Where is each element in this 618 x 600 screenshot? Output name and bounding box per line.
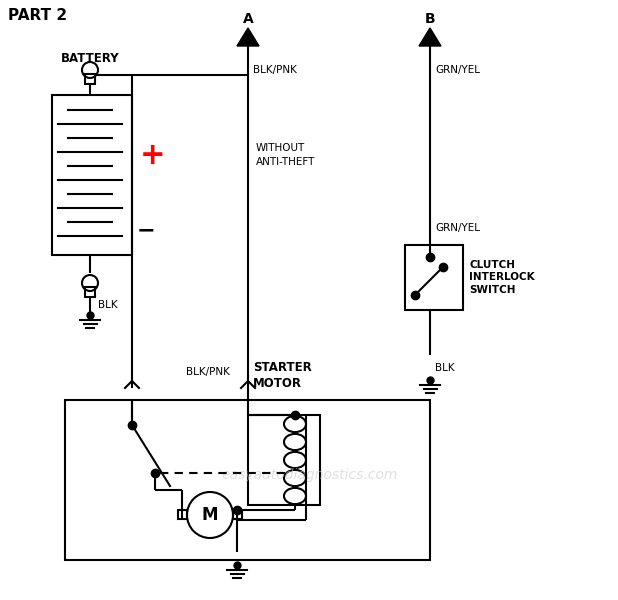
- Text: BLK/PNK: BLK/PNK: [253, 65, 297, 75]
- Text: PART 2: PART 2: [8, 8, 67, 23]
- Bar: [52, 95, 132, 255]
- Bar: [65, 400, 430, 560]
- Text: GRN/YEL: GRN/YEL: [435, 223, 480, 233]
- Text: A: A: [243, 12, 253, 26]
- Bar: [178, 510, 187, 519]
- Text: GRN/YEL: GRN/YEL: [435, 65, 480, 75]
- Text: BLK/PNK: BLK/PNK: [186, 367, 230, 377]
- Text: BATTERY: BATTERY: [61, 52, 119, 64]
- Bar: [233, 510, 242, 519]
- Text: BLK: BLK: [98, 300, 117, 310]
- Text: WITHOUT
ANTI-THEFT: WITHOUT ANTI-THEFT: [256, 143, 315, 167]
- Polygon shape: [237, 28, 259, 46]
- Text: M: M: [201, 506, 218, 524]
- Text: CLUTCH
INTERLOCK
SWITCH: CLUTCH INTERLOCK SWITCH: [469, 260, 535, 295]
- Bar: [248, 415, 320, 505]
- Text: +: +: [140, 140, 166, 169]
- Text: −: −: [137, 220, 156, 240]
- Bar: [405, 245, 463, 310]
- Text: B: B: [425, 12, 435, 26]
- Bar: [85, 74, 95, 84]
- Polygon shape: [419, 28, 441, 46]
- Text: STARTER
MOTOR: STARTER MOTOR: [253, 361, 311, 390]
- Text: easyautodiagnostics.com: easyautodiagnostics.com: [222, 468, 398, 482]
- Text: BLK: BLK: [435, 363, 455, 373]
- Bar: [85, 287, 95, 297]
